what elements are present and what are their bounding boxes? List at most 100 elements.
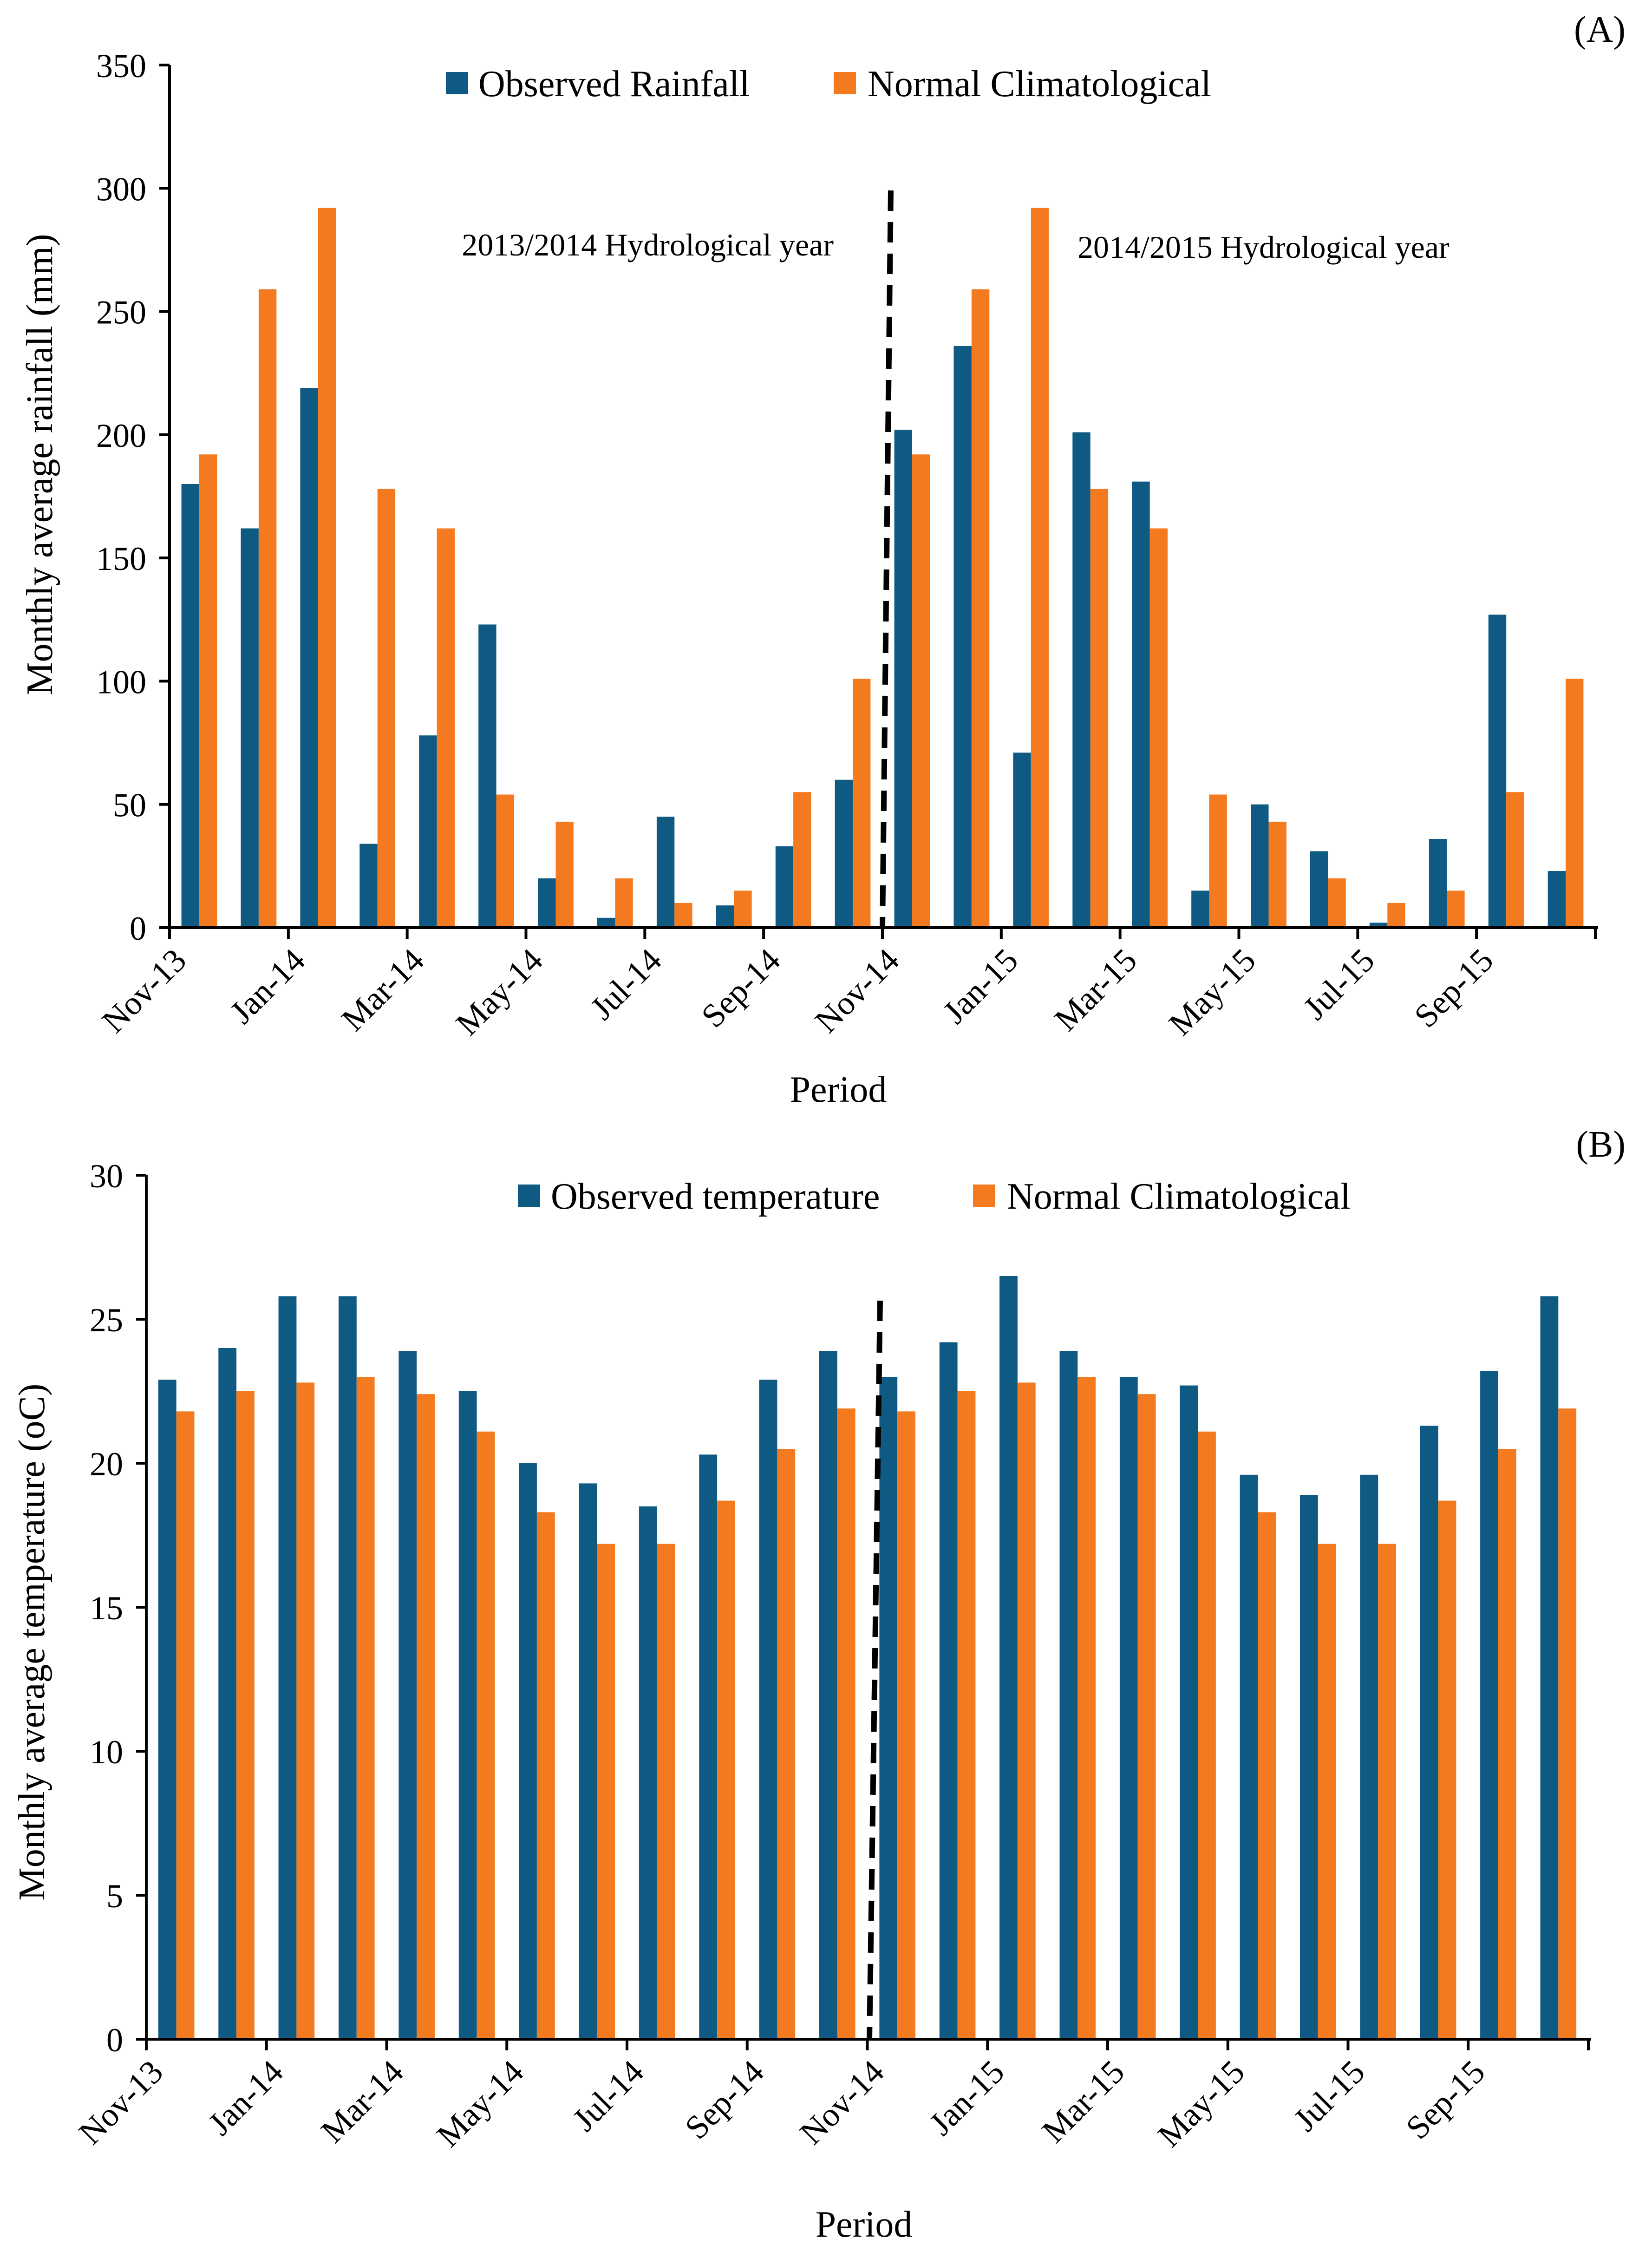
panel-b-bar-observed-temperature-jun-14 xyxy=(579,1483,597,2039)
panel-b-bar-normal-climatological-jan-15 xyxy=(1017,1382,1036,2039)
legend-label-observed-rainfall: Observed Rainfall xyxy=(478,64,750,105)
panel-b-bar-normal-climatological-jul-15 xyxy=(1378,1544,1396,2039)
panel-b-bar-normal-climatological-dec-13 xyxy=(236,1391,255,2039)
panel-b-bar-normal-climatological-aug-14 xyxy=(717,1500,735,2039)
panel-b-bar-observed-temperature-may-14 xyxy=(519,1463,537,2039)
panel-b-legend: Observed temperature Normal Climatologic… xyxy=(518,1176,1351,1217)
legend-label-normal-climatological: Normal Climatological xyxy=(868,64,1211,105)
panel-b-x-tick-label-mar-14: Mar-14 xyxy=(314,2053,411,2150)
panel-a-y-tick-label-350: 350 xyxy=(96,47,146,85)
panel-b-bar-normal-climatological-dec-14 xyxy=(957,1391,976,2039)
panel-a-x-tick-label-jul-14: Jul-14 xyxy=(583,942,669,1027)
panel-a-bar-normal-climatological-mar-15 xyxy=(1149,528,1168,928)
legend-swatch-normal-climatological xyxy=(834,72,856,94)
panel-b-bar-normal-climatological-jan-14 xyxy=(296,1382,315,2039)
panel-a-bar-normal-climatological-apr-15 xyxy=(1209,794,1227,928)
panel-b-bar-normal-climatological-may-15 xyxy=(1258,1512,1276,2039)
panel-a-x-tick-label-sep-14: Sep-14 xyxy=(694,942,788,1035)
panel-b-x-tick-label-jul-15: Jul-15 xyxy=(1286,2053,1372,2139)
panel-b-bar-normal-climatological-jun-15 xyxy=(1318,1544,1336,2039)
panel-b-bar-normal-climatological-oct-15 xyxy=(1558,1408,1577,2039)
panel-a-bar-observed-rainfall-apr-15 xyxy=(1191,890,1209,928)
panel-a-bar-observed-rainfall-feb-15 xyxy=(1072,432,1090,928)
panel-b-bar-observed-temperature-jun-15 xyxy=(1300,1495,1318,2039)
panel-a-bar-observed-rainfall-oct-15 xyxy=(1548,871,1566,928)
panel-a-bar-observed-rainfall-may-15 xyxy=(1251,804,1269,928)
panel-a-bar-normal-climatological-oct-14 xyxy=(853,679,871,928)
panel-a-x-tick-label-nov-14: Nov-14 xyxy=(808,942,906,1040)
panel-b-bar-observed-temperature-oct-14 xyxy=(819,1351,837,2039)
panel-b-x-tick-label-jan-14: Jan-14 xyxy=(201,2053,290,2142)
panel-b-bar-normal-climatological-jul-14 xyxy=(657,1544,675,2039)
panel-b-bar-normal-climatological-apr-15 xyxy=(1198,1431,1216,2039)
panel-b-bar-observed-temperature-nov-14 xyxy=(879,1377,898,2039)
panel-a-bar-normal-climatological-jan-15 xyxy=(1031,208,1049,928)
panel-a-bar-normal-climatological-oct-15 xyxy=(1566,679,1584,928)
panel-a-bar-observed-rainfall-feb-14 xyxy=(359,844,378,928)
panel-b-x-tick-label-sep-15: Sep-15 xyxy=(1399,2053,1492,2147)
panel-b-y-axis-label: Monthly average temperature (oC) xyxy=(12,1384,52,1901)
panel-a-bar-observed-rainfall-oct-14 xyxy=(835,779,853,928)
panel-a-bar-observed-rainfall-dec-14 xyxy=(953,346,972,928)
panel-b-bar-observed-temperature-jul-14 xyxy=(639,1506,657,2039)
panel-b-y-tick-label-25: 25 xyxy=(90,1302,123,1339)
panel-a-bar-observed-rainfall-jan-14 xyxy=(300,388,318,928)
panel-b-temperature-chart: (B) Observed temperature Normal Climatol… xyxy=(12,1124,1626,2245)
panel-a-bar-observed-rainfall-jun-14 xyxy=(597,917,615,928)
panel-a-bar-normal-climatological-jun-15 xyxy=(1328,878,1346,928)
panel-a-x-tick-label-nov-13: Nov-13 xyxy=(95,942,193,1040)
panel-b-bar-observed-temperature-feb-14 xyxy=(339,1296,357,2039)
panel-a-y-tick-label-300: 300 xyxy=(96,170,146,208)
panel-b-bar-observed-temperature-mar-14 xyxy=(398,1351,417,2039)
panel-b-label: (B) xyxy=(1576,1124,1626,1165)
panel-a-bar-observed-rainfall-jun-15 xyxy=(1310,851,1328,928)
panel-b-bars xyxy=(158,1276,1577,2039)
panel-a-bar-observed-rainfall-dec-13 xyxy=(241,528,259,928)
panel-b-bar-normal-climatological-nov-13 xyxy=(176,1411,195,2039)
panel-b-bar-normal-climatological-nov-14 xyxy=(897,1411,915,2039)
panel-b-bar-normal-climatological-aug-15 xyxy=(1438,1500,1456,2039)
panel-a-y-tick-labels: 0 50 100 150 200 250 300 350 xyxy=(96,47,146,947)
panel-a-y-tick-label-250: 250 xyxy=(96,294,146,331)
legend-label-normal-climatological-b: Normal Climatological xyxy=(1007,1176,1351,1217)
panel-a-bar-normal-climatological-jul-14 xyxy=(674,903,692,928)
panel-a-bar-observed-rainfall-aug-15 xyxy=(1429,839,1447,928)
panel-a-x-tick-label-mar-15: Mar-15 xyxy=(1047,942,1144,1038)
legend-label-observed-temperature: Observed temperature xyxy=(551,1176,880,1217)
panel-b-bar-normal-climatological-sep-14 xyxy=(777,1449,796,2039)
panel-a-bar-normal-climatological-mar-14 xyxy=(437,528,455,928)
panel-a-y-tick-label-50: 50 xyxy=(113,787,146,824)
panel-b-hydrological-year-divider xyxy=(867,1300,883,2040)
panel-a-x-axis-label: Period xyxy=(790,1069,887,1110)
panel-a-bar-observed-rainfall-may-14 xyxy=(538,878,556,928)
panel-a-bar-observed-rainfall-sep-14 xyxy=(775,846,794,928)
panel-b-bar-observed-temperature-mar-15 xyxy=(1119,1377,1138,2039)
panel-a-bar-observed-rainfall-nov-13 xyxy=(181,484,199,928)
panel-b-bar-normal-climatological-feb-14 xyxy=(356,1377,375,2039)
panel-b-y-tick-label-20: 20 xyxy=(90,1446,123,1483)
panel-a-bar-normal-climatological-apr-14 xyxy=(496,794,514,928)
panel-b-axes xyxy=(136,1174,1591,2050)
panel-a-bar-observed-rainfall-sep-15 xyxy=(1488,615,1507,928)
panel-b-x-tick-labels: Nov-13 Jan-14 Mar-14 May-14 Jul-14 Sep-14 Nov-… xyxy=(72,2053,1492,2154)
panel-a-bar-observed-rainfall-jul-14 xyxy=(656,817,675,928)
panel-a-bar-observed-rainfall-aug-14 xyxy=(716,905,734,928)
panel-b-y-tick-label-30: 30 xyxy=(90,1158,123,1195)
panel-b-bar-observed-temperature-jul-15 xyxy=(1360,1474,1378,2039)
panel-a-bar-observed-rainfall-jan-15 xyxy=(1013,753,1031,928)
panel-b-x-tick-label-may-14: May-14 xyxy=(430,2053,531,2154)
panel-a-y-tick-label-150: 150 xyxy=(96,540,146,577)
panel-a-x-tick-label-may-14: May-14 xyxy=(449,942,550,1043)
legend-swatch-observed-rainfall xyxy=(446,72,468,94)
panel-a-x-tick-label-jul-15: Jul-15 xyxy=(1296,942,1382,1027)
panel-b-bar-normal-climatological-apr-14 xyxy=(477,1431,495,2039)
panel-b-bar-normal-climatological-oct-14 xyxy=(837,1408,855,2039)
panel-b-bar-observed-temperature-apr-15 xyxy=(1180,1385,1198,2039)
panel-b-bar-observed-temperature-apr-14 xyxy=(458,1391,477,2039)
panel-b-bar-observed-temperature-nov-13 xyxy=(158,1380,176,2039)
panel-b-x-tick-label-may-15: May-15 xyxy=(1150,2053,1252,2154)
panel-a-bar-observed-rainfall-mar-15 xyxy=(1132,481,1150,928)
panel-b-bar-normal-climatological-may-14 xyxy=(536,1512,555,2039)
panel-a-x-tick-label-mar-14: Mar-14 xyxy=(334,942,431,1038)
